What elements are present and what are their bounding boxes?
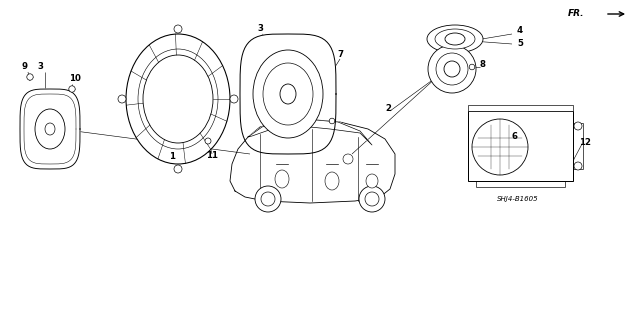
Ellipse shape [255,186,281,212]
Ellipse shape [359,186,385,212]
Text: SHJ4-B1605: SHJ4-B1605 [497,196,539,202]
Ellipse shape [35,109,65,149]
Ellipse shape [366,174,378,188]
Polygon shape [240,34,336,154]
Ellipse shape [126,34,230,164]
Text: FR.: FR. [568,10,584,19]
Ellipse shape [118,95,126,103]
Text: 7: 7 [337,50,343,60]
Ellipse shape [280,84,296,104]
Ellipse shape [230,95,238,103]
Ellipse shape [174,25,182,33]
Ellipse shape [343,154,353,164]
Text: 5: 5 [517,39,523,48]
Ellipse shape [263,63,313,125]
Ellipse shape [445,33,465,45]
Ellipse shape [45,123,55,135]
Ellipse shape [469,64,475,70]
Ellipse shape [574,162,582,170]
Text: 1: 1 [169,152,175,161]
Bar [468,111,573,181]
Ellipse shape [275,170,289,188]
Text: 4: 4 [517,26,523,35]
Text: 10: 10 [69,75,81,84]
Text: 6: 6 [512,132,518,142]
Text: 3: 3 [257,25,263,33]
Ellipse shape [174,165,182,173]
Ellipse shape [472,119,528,175]
Ellipse shape [444,61,460,77]
Text: 2: 2 [385,105,391,114]
Text: 11: 11 [206,152,218,160]
Ellipse shape [261,192,275,206]
Ellipse shape [574,122,582,130]
Polygon shape [248,119,372,145]
Ellipse shape [428,45,476,93]
Ellipse shape [27,74,33,80]
Ellipse shape [69,86,76,92]
Ellipse shape [427,25,483,53]
Ellipse shape [329,118,335,124]
Ellipse shape [436,53,468,85]
Ellipse shape [253,50,323,138]
Ellipse shape [435,29,475,49]
Text: 9: 9 [22,63,28,71]
Ellipse shape [365,192,379,206]
Polygon shape [230,119,395,203]
Polygon shape [20,89,80,169]
Ellipse shape [143,55,213,143]
Text: 12: 12 [579,138,591,147]
Text: 3: 3 [37,63,43,71]
Ellipse shape [205,138,211,144]
Text: 8: 8 [480,61,486,70]
Ellipse shape [325,172,339,190]
Bar [468,105,573,111]
